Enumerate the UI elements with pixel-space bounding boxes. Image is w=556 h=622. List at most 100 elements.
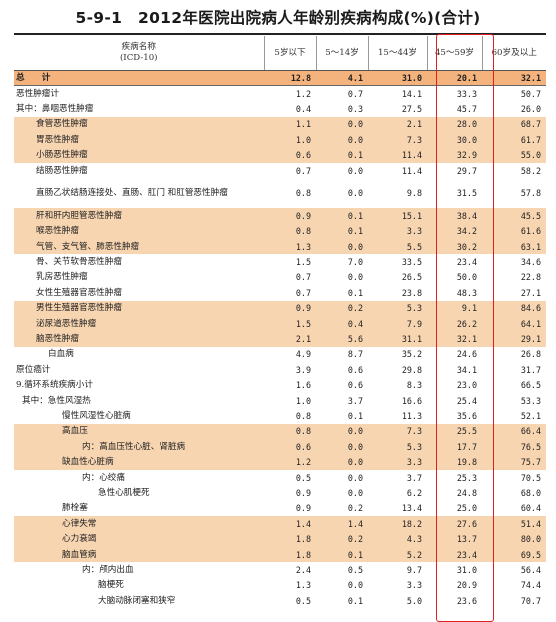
header-age-col: 15～44岁 [368,36,427,71]
value-cell: 1.8 [264,531,316,546]
value-cell: 8.7 [316,347,368,362]
value-cell: 26.5 [368,270,427,285]
value-cell: 74.4 [482,578,546,593]
disease-name-cell: 内：高血压性心脏、肾脏病 [14,439,264,454]
table-row: 9.循环系统疾病小计 1.6 0.6 8.3 23.0 66.5 [14,378,546,393]
value-cell: 0.0 [316,270,368,285]
value-cell: 1.3 [264,239,316,254]
disease-name-cell: 慢性风湿性心脏病 [14,408,264,423]
value-cell: 50.7 [482,86,546,101]
value-cell: 0.0 [316,439,368,454]
value-cell: 1.3 [264,578,316,593]
table-row: 心力衰竭 1.8 0.2 4.3 13.7 80.0 [14,531,546,546]
value-cell: 26.8 [482,347,546,362]
disease-name-cell: 气管、支气管、肺恶性肿瘤 [14,239,264,254]
value-cell: 3.7 [316,393,368,408]
disease-name-cell: 高血压 [14,424,264,439]
value-cell: 7.3 [368,132,427,147]
value-cell: 25.3 [427,470,482,485]
header-age-col: 5～14岁 [316,36,368,71]
header-age-col: 5岁以下 [264,36,316,71]
value-cell: 45.7 [427,101,482,116]
value-cell: 17.7 [427,439,482,454]
value-cell: 9.7 [368,562,427,577]
value-cell: 0.0 [316,470,368,485]
value-cell: 69.5 [482,547,546,562]
value-cell: 48.3 [427,285,482,300]
value-cell: 22.8 [482,270,546,285]
value-cell: 24.8 [427,485,482,500]
table-row: 其中：急性风湿热 1.0 3.7 16.6 25.4 53.3 [14,393,546,408]
value-cell: 20.1 [427,71,482,86]
value-cell: 2.1 [368,117,427,132]
value-cell: 0.1 [316,547,368,562]
value-cell: 0.9 [264,485,316,500]
table-row: 气管、支气管、肺恶性肿瘤 1.3 0.0 5.5 30.2 63.1 [14,239,546,254]
value-cell: 27.6 [427,516,482,531]
value-cell: 7.0 [316,254,368,269]
disease-name-cell: 骨、关节软骨恶性肿瘤 [14,254,264,269]
value-cell: 3.3 [368,454,427,469]
disease-name-cell: 其中：鼻咽恶性肿瘤 [14,101,264,116]
value-cell: 4.3 [368,531,427,546]
disease-name-cell: 内：颅内出血 [14,562,264,577]
table-row: 胃恶性肿瘤 1.0 0.0 7.3 30.0 61.7 [14,132,546,147]
value-cell: 0.9 [264,301,316,316]
value-cell: 0.2 [316,501,368,516]
table-row: 内：颅内出血 2.4 0.5 9.7 31.0 56.4 [14,562,546,577]
value-cell: 23.4 [427,547,482,562]
table-row: 肺栓塞 0.9 0.2 13.4 25.0 60.4 [14,501,546,516]
value-cell: 25.4 [427,393,482,408]
value-cell: 0.1 [316,224,368,239]
disease-name-cell: 缺血性心脏病 [14,454,264,469]
disease-name-cell: 女性生殖器官恶性肿瘤 [14,285,264,300]
value-cell: 5.3 [368,439,427,454]
disease-name-cell: 小肠恶性肿瘤 [14,147,264,162]
table-row: 泌尿道恶性肿瘤 1.5 0.4 7.9 26.2 64.1 [14,316,546,331]
table-row: 食管恶性肿瘤 1.1 0.0 2.1 28.0 68.7 [14,117,546,132]
disease-name-cell: 恶性肿瘤计 [14,86,264,101]
header-age-col: 60岁及以上 [482,36,546,71]
value-cell: 1.2 [264,86,316,101]
table-row: 原位癌计 3.9 0.6 29.8 34.1 31.7 [14,362,546,377]
table-row: 缺血性心脏病 1.2 0.0 3.3 19.8 75.7 [14,454,546,469]
value-cell: 0.8 [264,424,316,439]
disease-name-cell: 9.循环系统疾病小计 [14,378,264,393]
value-cell: 63.1 [482,239,546,254]
value-cell: 23.6 [427,593,482,608]
table-row: 骨、关节软骨恶性肿瘤 1.5 7.0 33.5 23.4 34.6 [14,254,546,269]
value-cell: 66.5 [482,378,546,393]
value-cell: 15.1 [368,208,427,223]
value-cell: 1.6 [264,378,316,393]
value-cell: 13.7 [427,531,482,546]
value-cell: 5.3 [368,301,427,316]
value-cell: 0.1 [316,147,368,162]
value-cell: 0.1 [316,593,368,608]
disease-name-cell: 直肠乙状结肠连接处、直肠、肛门 和肛管恶性肿瘤 [14,178,264,208]
value-cell: 12.8 [264,71,316,86]
value-cell: 5.2 [368,547,427,562]
value-cell: 35.6 [427,408,482,423]
value-cell: 0.7 [264,270,316,285]
value-cell: 84.6 [482,301,546,316]
value-cell: 76.5 [482,439,546,454]
disease-name-cell: 其中：急性风湿热 [14,393,264,408]
value-cell: 3.9 [264,362,316,377]
disease-name-cell: 总 计 [14,71,264,86]
value-cell: 56.4 [482,562,546,577]
value-cell: 0.6 [264,147,316,162]
value-cell: 29.1 [482,331,546,346]
table-row: 脑血管病 1.8 0.1 5.2 23.4 69.5 [14,547,546,562]
value-cell: 31.7 [482,362,546,377]
value-cell: 0.6 [316,362,368,377]
value-cell: 0.0 [316,424,368,439]
table-row: 恶性肿瘤计 1.2 0.7 14.1 33.3 50.7 [14,86,546,101]
value-cell: 1.1 [264,117,316,132]
disease-name-cell: 心律失常 [14,516,264,531]
value-cell: 13.4 [368,501,427,516]
disease-name-cell: 脑恶性肿瘤 [14,331,264,346]
table-row: 大脑动脉闭塞和狭窄 0.5 0.1 5.0 23.6 70.7 [14,593,546,608]
disease-name-cell: 白血病 [14,347,264,362]
value-cell: 27.5 [368,101,427,116]
value-cell: 31.5 [427,178,482,208]
